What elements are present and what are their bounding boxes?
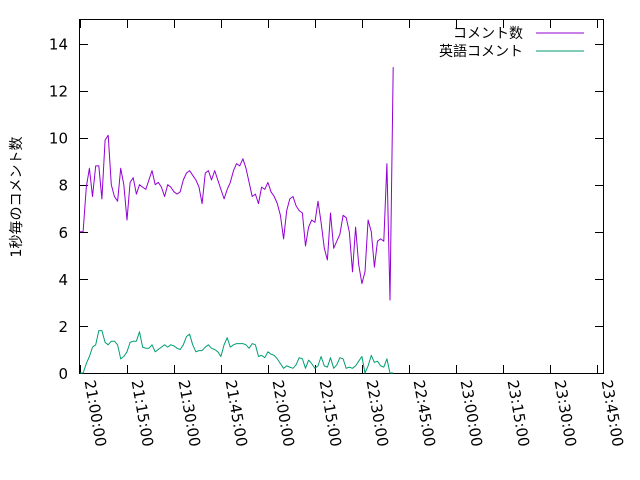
x-axis: 21:00:00 21:15:00 21:30:00 21:45:00 22:00:00… bbox=[80, 20, 627, 448]
legend-label-0: コメント数 bbox=[453, 26, 523, 42]
x-tick-label: 21:45:00 bbox=[222, 379, 251, 448]
x-tick-label: 21:00:00 bbox=[81, 379, 110, 448]
y-tick-label: 8 bbox=[58, 177, 68, 195]
y-tick-label: 10 bbox=[49, 130, 68, 148]
x-tick-label: 22:15:00 bbox=[316, 379, 345, 448]
y-tick-label: 6 bbox=[58, 224, 68, 242]
y-tick-label: 12 bbox=[49, 83, 68, 101]
series-line-0 bbox=[80, 67, 394, 301]
series-lines bbox=[80, 67, 394, 374]
y-tick-label: 4 bbox=[58, 271, 68, 289]
x-tick-label: 21:15:00 bbox=[128, 379, 157, 448]
x-tick-label: 22:00:00 bbox=[269, 379, 298, 448]
x-tick-label: 22:30:00 bbox=[363, 379, 392, 448]
x-tick-label: 23:00:00 bbox=[457, 379, 486, 448]
plot-frame bbox=[79, 19, 604, 374]
x-tick-label: 23:15:00 bbox=[504, 379, 533, 448]
legend-label-1: 英語コメント bbox=[439, 43, 523, 60]
x-tick-label: 21:30:00 bbox=[175, 379, 204, 448]
y-tick-label: 0 bbox=[58, 365, 68, 383]
y-axis: 0 2 4 6 8 10 12 14 bbox=[49, 36, 603, 383]
x-tick-label: 23:45:00 bbox=[598, 379, 627, 448]
x-tick-label: 22:45:00 bbox=[410, 379, 439, 448]
y-tick-label: 14 bbox=[49, 36, 68, 54]
y-axis-title: 1秒毎のコメント数 bbox=[9, 137, 25, 258]
series-line-1 bbox=[80, 330, 394, 374]
y-tick-label: 2 bbox=[58, 318, 68, 336]
x-tick-label: 23:30:00 bbox=[551, 379, 580, 448]
